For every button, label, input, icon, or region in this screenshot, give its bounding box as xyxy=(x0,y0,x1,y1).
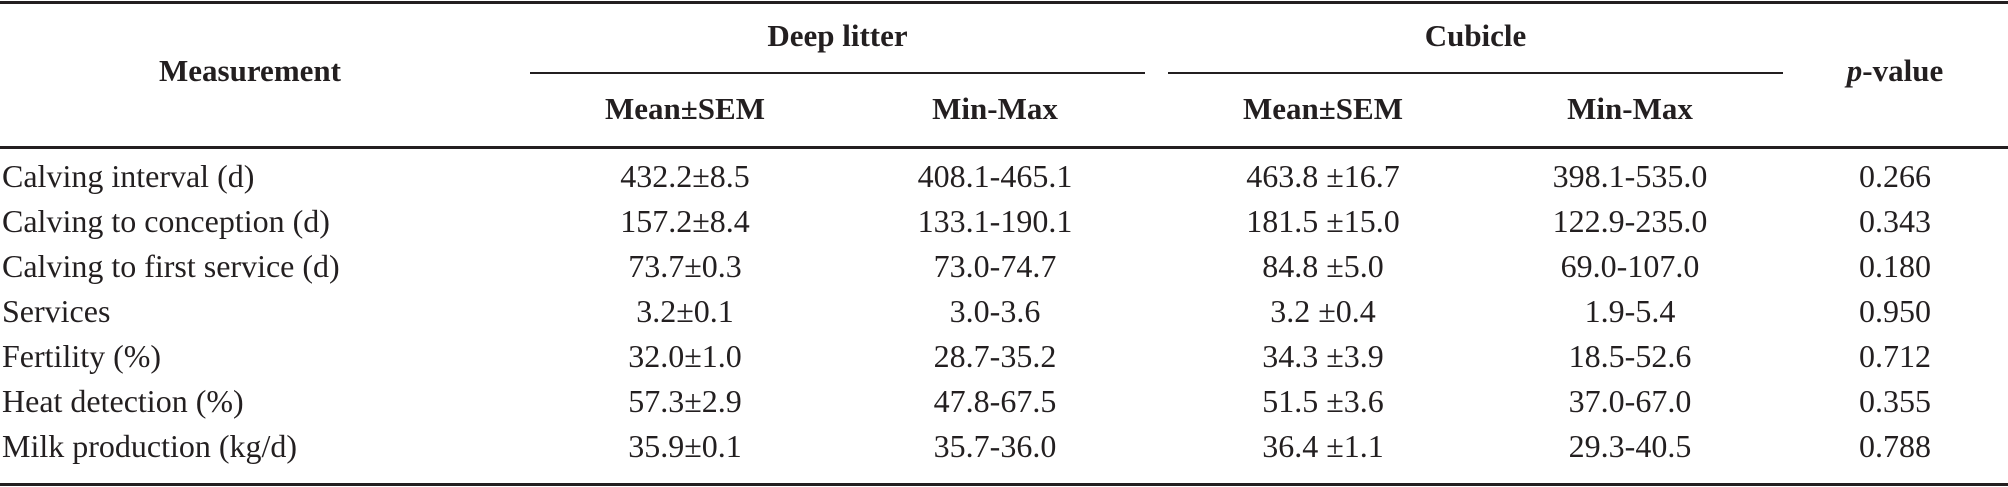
p-value-cell: 0.712 xyxy=(1859,338,1931,374)
cubicle-range-cell: 69.0-107.0 xyxy=(1560,248,1700,284)
deep-litter-mean-cell: 73.7±0.3 xyxy=(628,248,742,284)
deep-litter-mean-cell: 157.2±8.4 xyxy=(620,203,750,239)
cubicle-subrule xyxy=(1168,72,1783,74)
cubicle-mean-cell: 463.8 ±16.7 xyxy=(1246,158,1400,194)
p-value-cell: 0.266 xyxy=(1859,158,1931,194)
table-row: Milk production (kg/d) 35.9±0.1 35.7-36.0 3… xyxy=(0,428,2008,473)
header-cubicle-range: Min-Max xyxy=(1567,91,1693,126)
bottom-rule xyxy=(0,483,2008,486)
cubicle-mean-cell: 181.5 ±15.0 xyxy=(1246,203,1400,239)
p-value-cell: 0.355 xyxy=(1859,383,1931,419)
header-p-value: p-value xyxy=(1825,53,1965,89)
deep-litter-range-cell: 133.1-190.1 xyxy=(917,203,1073,239)
p-value-cell: 0.788 xyxy=(1859,428,1931,464)
cubicle-mean-cell: 36.4 ±1.1 xyxy=(1262,428,1384,464)
cubicle-mean-cell: 3.2 ±0.4 xyxy=(1270,293,1376,329)
deep-litter-mean-cell: 3.2±0.1 xyxy=(636,293,734,329)
cubicle-range-cell: 29.3-40.5 xyxy=(1568,428,1692,464)
deep-litter-range-cell: 73.0-74.7 xyxy=(933,248,1057,284)
cubicle-range-cell: 1.9-5.4 xyxy=(1584,293,1676,329)
header-deep-litter-mean: Mean±SEM xyxy=(605,91,765,126)
table-row: Calving interval (d) 432.2±8.5 408.1-465.1… xyxy=(0,158,2008,203)
p-value-cell: 0.180 xyxy=(1859,248,1931,284)
measurement-cell: Fertility (%) xyxy=(2,338,162,374)
deep-litter-range-cell: 47.8-67.5 xyxy=(933,383,1057,419)
deep-litter-range-cell: 3.0-3.6 xyxy=(949,293,1041,329)
deep-litter-subrule xyxy=(530,72,1145,74)
deep-litter-mean-cell: 57.3±2.9 xyxy=(628,383,742,419)
deep-litter-range-cell: 28.7-35.2 xyxy=(933,338,1057,374)
deep-litter-mean-cell: 432.2±8.5 xyxy=(620,158,750,194)
measurement-cell: Services xyxy=(2,293,111,329)
deep-litter-mean-cell: 32.0±1.0 xyxy=(628,338,742,374)
p-value-cell: 0.950 xyxy=(1859,293,1931,329)
deep-litter-range-cell: 408.1-465.1 xyxy=(917,158,1073,194)
cubicle-range-cell: 37.0-67.0 xyxy=(1568,383,1692,419)
cubicle-range-cell: 398.1-535.0 xyxy=(1552,158,1708,194)
header-rule xyxy=(0,146,2008,149)
cubicle-mean-cell: 51.5 ±3.6 xyxy=(1262,383,1384,419)
top-rule xyxy=(0,1,2008,4)
header-measurement: Measurement xyxy=(159,53,341,88)
table-row: Calving to first service (d) 73.7±0.3 73.0… xyxy=(0,248,2008,293)
cubicle-range-cell: 122.9-235.0 xyxy=(1552,203,1708,239)
table-row: Fertility (%) 32.0±1.0 28.7-35.2 34.3 ±3.9 1… xyxy=(0,338,2008,383)
table-row: Heat detection (%) 57.3±2.9 47.8-67.5 51.5 … xyxy=(0,383,2008,428)
measurement-cell: Calving interval (d) xyxy=(2,158,255,194)
deep-litter-range-cell: 35.7-36.0 xyxy=(933,428,1057,464)
measurement-cell: Milk production (kg/d) xyxy=(2,428,298,464)
header-group-deep-litter: Deep litter xyxy=(767,18,908,53)
measurement-cell: Calving to conception (d) xyxy=(2,203,330,239)
p-italic: p xyxy=(1846,53,1863,88)
cubicle-range-cell: 18.5-52.6 xyxy=(1568,338,1692,374)
cubicle-mean-cell: 84.8 ±5.0 xyxy=(1262,248,1384,284)
p-value-cell: 0.343 xyxy=(1859,203,1931,239)
header-cubicle-mean: Mean±SEM xyxy=(1243,91,1403,126)
p-rest: -value xyxy=(1862,53,1944,88)
cubicle-mean-cell: 34.3 ±3.9 xyxy=(1262,338,1384,374)
deep-litter-mean-cell: 35.9±0.1 xyxy=(628,428,742,464)
table-row: Services 3.2±0.1 3.0-3.6 3.2 ±0.4 1.9-5.4 0.9… xyxy=(0,293,2008,338)
measurement-cell: Calving to first service (d) xyxy=(2,248,340,284)
measurement-cell: Heat detection (%) xyxy=(2,383,244,419)
table-row: Calving to conception (d) 157.2±8.4 133.1-… xyxy=(0,203,2008,248)
header-deep-litter-range: Min-Max xyxy=(932,91,1058,126)
header-group-cubicle: Cubicle xyxy=(1424,18,1527,53)
